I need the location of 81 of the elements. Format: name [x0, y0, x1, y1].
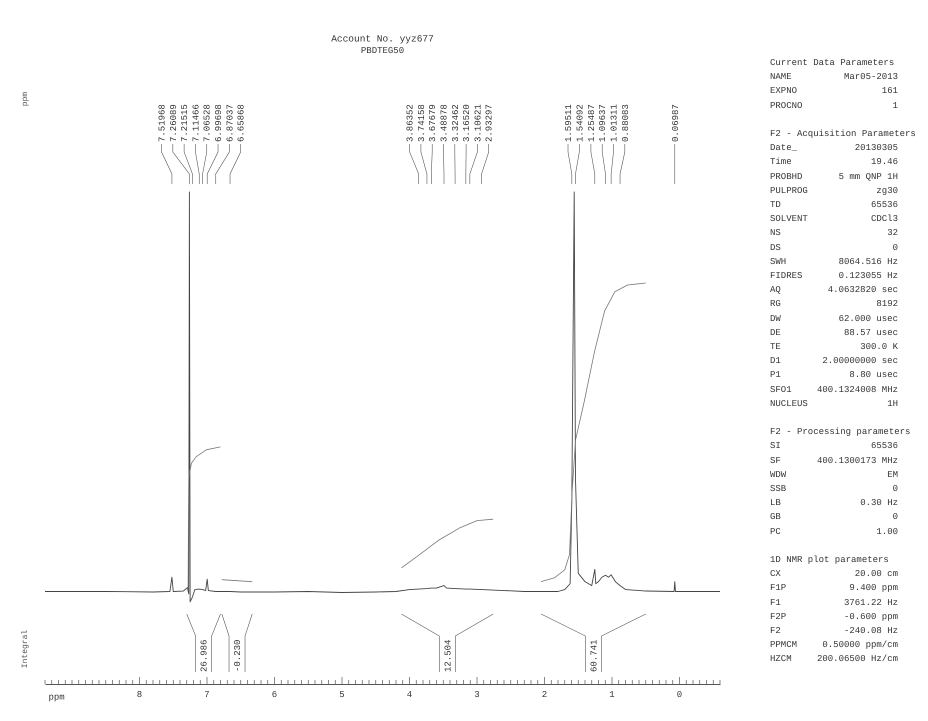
annotation: 1.54092 [575, 104, 586, 142]
text: Time 19.46 [770, 157, 898, 168]
text: TE 300.0 K [770, 342, 898, 352]
annotation: 7.26089 [168, 104, 179, 142]
text: SI 65536 [770, 441, 898, 452]
annotation: 26.986 [200, 640, 210, 672]
text: SWH 8064.516 Hz [770, 256, 898, 267]
text: CX 20.00 cm [770, 569, 898, 580]
text: NS 32 [770, 228, 898, 238]
text: SSB 0 [770, 484, 898, 494]
x-tick-label: 0 [676, 690, 682, 700]
annotation: 3.67679 [428, 104, 438, 142]
text: SF 400.1300173 MHz [770, 456, 898, 466]
text: FIDRES 0.123055 Hz [770, 271, 898, 282]
text: HZCM 200.06500 Hz/cm [770, 654, 898, 664]
annotation: 3.86352 [406, 104, 416, 142]
annotation: -0.230 [233, 640, 244, 672]
annotation: 3.74158 [416, 104, 427, 142]
text: DS 0 [770, 242, 898, 253]
annotation: 1.25487 [586, 104, 597, 142]
annotation: 0.88083 [620, 104, 631, 142]
annotation: 3.48878 [440, 104, 450, 142]
annotation: 0.06987 [670, 104, 681, 142]
text: Current Data Parameters [770, 57, 896, 70]
x-tick-label: 7 [204, 690, 210, 700]
text: WDW EM [770, 470, 898, 480]
text: P1 8.80 usec [770, 370, 898, 380]
annotation: 6.99698 [214, 104, 224, 142]
text: 1D NMR plot parameters [770, 554, 890, 568]
text: F1P 9.400 ppm [770, 583, 898, 594]
text: PROCNO 1 [770, 100, 898, 111]
annotation: 3.32462 [450, 104, 461, 142]
annotation: 3.16520 [462, 104, 472, 142]
text: AQ 4.0632820 sec [770, 285, 898, 296]
text: NUCLEUS 1H [770, 398, 898, 409]
text: PROBHD 5 mm QNP 1H [770, 172, 898, 182]
text: Integral [20, 630, 30, 668]
text: EXPNO 161 [770, 86, 898, 96]
text: F1 3761.22 Hz [770, 598, 898, 608]
text: NAME Mar05-2013 [770, 72, 898, 82]
x-tick-label: 2 [542, 690, 548, 700]
annotation: 60.741 [589, 640, 600, 672]
text: Date_ 20130305 [770, 143, 898, 154]
x-tick-label: 5 [339, 690, 345, 700]
text: DW 62.000 usec [770, 314, 898, 324]
x-tick-label: 8 [136, 690, 142, 700]
text: SOLVENT CDCl3 [770, 214, 898, 224]
annotation: 3.10621 [473, 104, 484, 142]
annotation: 6.87037 [225, 104, 236, 142]
annotation: 7.21515 [180, 104, 190, 142]
text: ppm [20, 92, 30, 106]
text: D1 2.00000000 sec [770, 356, 898, 366]
text: DE 88.57 usec [770, 328, 898, 338]
x-tick-label: 1 [609, 690, 615, 700]
annotation: 7.11466 [191, 104, 202, 142]
text: F2P -0.600 ppm [770, 612, 898, 622]
text: RG 8192 [770, 299, 898, 310]
x-tick-label: 6 [272, 690, 278, 700]
annotation: 7.51968 [158, 104, 168, 142]
text: TD 65536 [770, 200, 898, 210]
x-tick-label: 3 [474, 690, 480, 700]
text: PPMCM 0.50000 ppm/cm [770, 640, 898, 650]
text: SFO1 400.1324008 MHz [770, 384, 898, 395]
annotation: 1.01311 [610, 104, 620, 142]
text: F2 - Acquisition Parameters [770, 128, 916, 141]
text: PC 1.00 [770, 526, 898, 537]
annotation: 12.504 [443, 640, 454, 672]
x-tick-label: 4 [406, 690, 412, 700]
annotation: 2.93297 [484, 104, 495, 142]
chart-title: Account No. yyz677 [331, 34, 434, 44]
text: F2 - Processing parameters [770, 426, 910, 440]
annotation: 7.06528 [202, 104, 213, 142]
text: F2 -240.08 Hz [770, 626, 898, 636]
text: GB 0 [770, 512, 898, 522]
text: LB 0.30 Hz [770, 498, 898, 508]
chart-subtitle: PBDTEG50 [360, 46, 404, 56]
annotation: 1.59511 [564, 104, 574, 142]
x-axis-title: ppm [48, 692, 65, 702]
annotation: 1.09637 [598, 104, 608, 142]
text: PULPROG zg30 [770, 186, 898, 196]
annotation: 6.65868 [236, 104, 247, 142]
